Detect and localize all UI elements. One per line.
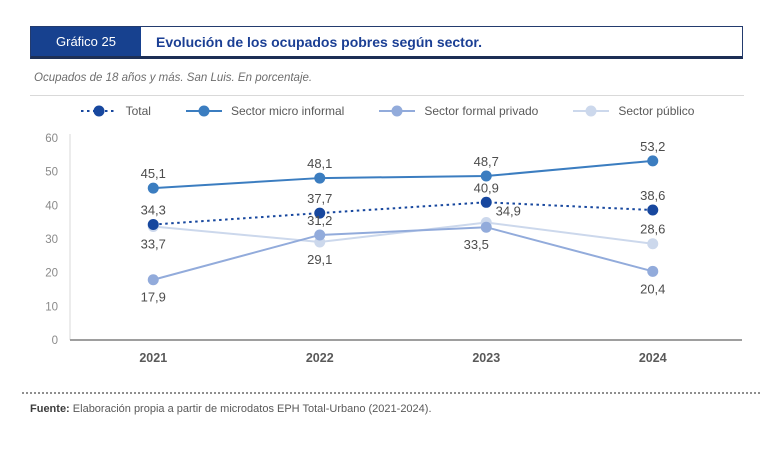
y-axis-tick-label: 0 (52, 335, 58, 347)
data-point-total (480, 196, 492, 208)
y-axis-tick-label: 50 (45, 167, 58, 179)
data-label-sector-formal-privado: 33,5 (464, 237, 489, 252)
legend-item-total: Total (80, 104, 151, 118)
series-line-sector-micro-informal (153, 159, 653, 190)
x-axis-tick-label: 2023 (472, 351, 500, 365)
source-text: Elaboración propia a partir de microdato… (69, 403, 432, 415)
chart-legend: Total Sector micro informal Sector formal … (30, 104, 744, 118)
legend-label: Sector micro informal (230, 104, 345, 118)
data-point-sector-p-blico (647, 238, 659, 250)
legend-label: Sector formal privado (424, 104, 539, 118)
x-axis-tick-label: 2021 (139, 351, 167, 365)
chart-subtitle: Ocupados de 18 años y más. San Luis. En … (34, 72, 313, 84)
series-line-sector-formal-privado (152, 226, 654, 281)
chart-number-tag: Gráfico 25 (31, 27, 141, 56)
data-point-sector-formal-privado (647, 265, 659, 277)
data-label-total: 37,7 (307, 191, 332, 206)
data-label-total: 40,9 (474, 180, 499, 195)
source-note: Fuente: Elaboración propia a partir de m… (30, 403, 744, 415)
data-label-total: 38,6 (640, 188, 665, 203)
legend-item-sector-formal-privado: Sector formal privado (378, 104, 538, 118)
legend-item-sector-micro-informal: Sector micro informal (185, 104, 344, 118)
y-axis-tick-label: 60 (45, 133, 58, 145)
report-page: Gráfico 25 Evolución de los ocupados pob… (22, 26, 760, 415)
data-point-total (314, 207, 326, 219)
legend-label: Sector público (618, 104, 695, 118)
line-chart: 0 10 20 30 40 50 60 2021 2022 2023 2024 34,3 37,7 40,… (45, 133, 742, 365)
data-point-sector-micro-informal (480, 170, 492, 182)
series-line-sector-p-blico (153, 221, 653, 245)
data-point-sector-formal-privado (147, 274, 159, 286)
y-axis-tick-label: 20 (45, 268, 58, 280)
data-label-sector-p-blico: 34,9 (496, 204, 521, 219)
chart-header: Gráfico 25 Evolución de los ocupados pob… (30, 26, 743, 59)
y-axis-tick-label: 40 (45, 200, 58, 212)
legend-item-sector-p-blico: Sector público (572, 104, 694, 118)
x-axis-tick-label: 2024 (639, 351, 667, 365)
data-point-total (147, 219, 159, 231)
x-axis-tick-label: 2022 (306, 351, 334, 365)
data-point-total (647, 204, 659, 216)
series-line-total (153, 201, 653, 226)
legend-label: Total (125, 104, 151, 118)
data-point-sector-micro-informal (647, 155, 659, 167)
data-label-sector-p-blico: 33,7 (141, 237, 166, 252)
data-point-sector-formal-privado (314, 229, 326, 241)
legend-marker-icon (185, 105, 222, 117)
divider (30, 95, 744, 96)
data-label-sector-formal-privado: 31,2 (307, 213, 332, 228)
data-point-sector-micro-informal (147, 182, 159, 194)
data-label-sector-micro-informal: 48,1 (307, 156, 332, 171)
footer-divider (22, 392, 760, 394)
data-label-sector-p-blico: 28,6 (640, 222, 665, 237)
legend-marker-icon (573, 105, 610, 117)
y-axis-tick-label: 10 (45, 301, 58, 313)
data-label-sector-formal-privado: 17,9 (141, 290, 166, 305)
data-label-total: 34,3 (141, 203, 166, 218)
source-label: Fuente: (30, 403, 70, 415)
data-point-sector-formal-privado (480, 221, 492, 233)
data-label-sector-micro-informal: 45,1 (141, 166, 166, 181)
legend-marker-icon (379, 105, 416, 117)
chart-area: 0 10 20 30 40 50 60 2021 2022 2023 2024 34,3 37,7 40,… (32, 122, 744, 381)
data-label-sector-micro-informal: 53,2 (640, 139, 665, 154)
chart-title: Evolución de los ocupados pobres según s… (156, 33, 482, 50)
legend-marker-icon (80, 105, 117, 117)
data-point-sector-micro-informal (314, 172, 326, 184)
data-label-sector-p-blico: 29,1 (307, 252, 332, 267)
data-label-sector-formal-privado: 20,4 (640, 281, 665, 296)
y-axis-tick-label: 30 (45, 234, 58, 246)
data-label-sector-micro-informal: 48,7 (474, 154, 499, 169)
